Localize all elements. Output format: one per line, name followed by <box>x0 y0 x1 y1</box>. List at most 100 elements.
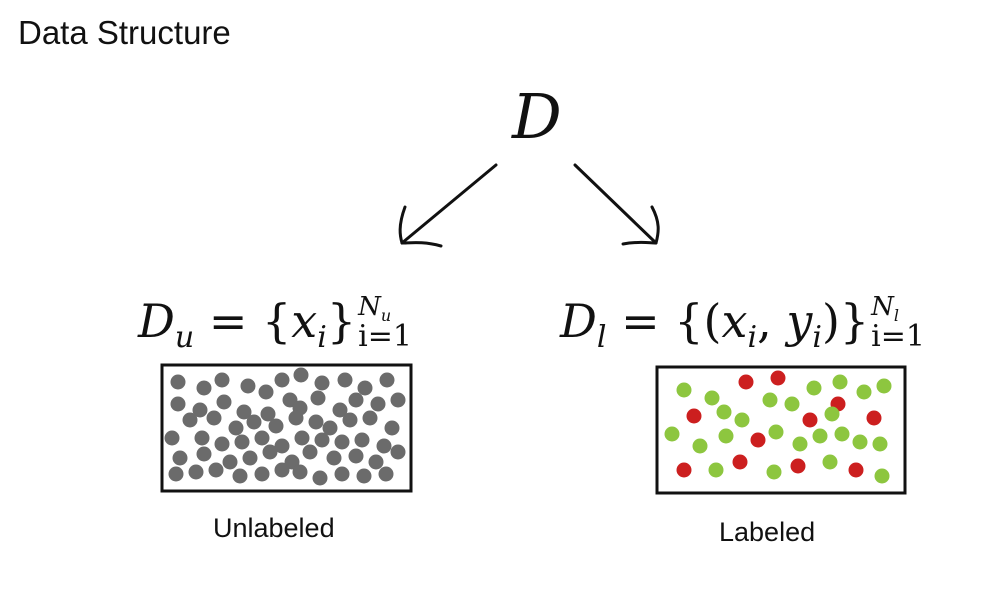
unlabeled-data-point <box>376 438 392 454</box>
labeled-data-point <box>792 436 808 452</box>
unlabeled-data-point <box>288 410 304 426</box>
unlabeled-data-point <box>274 462 290 478</box>
unlabeled-data-point <box>206 410 222 426</box>
unlabeled-data-point <box>168 466 184 482</box>
labeled-data-point <box>762 392 778 408</box>
unlabeled-data-point <box>390 392 406 408</box>
labeled-data-point <box>716 404 732 420</box>
labeled-data-point <box>872 436 888 452</box>
labeled-data-point <box>866 410 882 426</box>
unlabeled-data-point <box>310 390 326 406</box>
unlabeled-data-point <box>268 418 284 434</box>
unlabeled-data-point <box>378 466 394 482</box>
unlabeled-data-point <box>246 414 262 430</box>
unlabeled-data-point <box>214 436 230 452</box>
labeled-caption: Labeled <box>719 517 816 547</box>
unlabeled-data-point <box>368 454 384 470</box>
arrow-right-icon <box>573 163 660 246</box>
unlabeled-data-point <box>188 464 204 480</box>
labeled-data-point <box>824 406 840 422</box>
labeled-data-point <box>874 468 890 484</box>
unlabeled-data-point <box>194 430 210 446</box>
unlabeled-data-point <box>334 434 350 450</box>
unlabeled-data-point <box>292 464 308 480</box>
unlabeled-data-point <box>362 410 378 426</box>
unlabeled-data-point <box>356 468 372 484</box>
unlabeled-data-point <box>170 374 186 390</box>
labeled-data-point <box>790 458 806 474</box>
unlabeled-data-point <box>240 378 256 394</box>
labeled-data-point <box>676 462 692 478</box>
labeled-data-point <box>806 380 822 396</box>
arrow-left-icon <box>398 163 498 248</box>
labeled-data-point <box>664 426 680 442</box>
unlabeled-data-point <box>172 450 188 466</box>
labeled-data-point <box>750 432 766 448</box>
labeled-data-point <box>718 428 734 444</box>
unlabeled-data-point <box>192 402 208 418</box>
labeled-data-point <box>852 434 868 450</box>
unlabeled-data-point <box>337 372 353 388</box>
unlabeled-data-point <box>379 372 395 388</box>
unlabeled-data-point <box>354 432 370 448</box>
unlabeled-formula: Du = {xi} Nu i=1 <box>138 292 412 355</box>
unlabeled-data-point <box>312 470 328 486</box>
unlabeled-data-point <box>370 396 386 412</box>
root-dataset-symbol: D <box>512 80 562 153</box>
labeled-data-point <box>832 374 848 390</box>
labeled-data-point <box>770 370 786 386</box>
unlabeled-data-point <box>164 430 180 446</box>
unlabeled-caption: Unlabeled <box>213 513 335 543</box>
unlabeled-data-point <box>236 404 252 420</box>
labeled-data-point <box>802 412 818 428</box>
unlabeled-data-point <box>258 384 274 400</box>
labeled-data-point <box>876 378 892 394</box>
labeled-data-box <box>655 365 907 495</box>
unlabeled-data-point <box>228 420 244 436</box>
unlabeled-data-point <box>274 372 290 388</box>
labeled-data-point <box>732 454 748 470</box>
unlabeled-data-point <box>196 446 212 462</box>
labeled-data-point <box>686 408 702 424</box>
page-title: Data Structure <box>18 14 231 51</box>
unlabeled-data-point <box>308 414 324 430</box>
unlabeled-data-point <box>170 396 186 412</box>
labeled-dots <box>664 370 892 484</box>
unlabeled-data-point <box>242 450 258 466</box>
unlabeled-data-point <box>284 454 300 470</box>
unlabeled-data-point <box>254 466 270 482</box>
unlabeled-data-point <box>274 438 290 454</box>
unlabeled-data-point <box>182 412 198 428</box>
unlabeled-data-point <box>332 402 348 418</box>
unlabeled-data-point <box>342 412 358 428</box>
unlabeled-data-point <box>196 380 212 396</box>
labeled-formula: Dl = {(xi, yi)} Nl i=1 <box>560 292 925 355</box>
unlabeled-data-point <box>222 454 238 470</box>
labeled-data-point <box>784 396 800 412</box>
labeled-data-point <box>676 382 692 398</box>
unlabeled-data-point <box>293 367 309 383</box>
unlabeled-data-point <box>232 468 248 484</box>
unlabeled-data-point <box>314 375 330 391</box>
unlabeled-data-point <box>348 448 364 464</box>
unlabeled-data-point <box>260 406 276 422</box>
unlabeled-data-point <box>262 444 278 460</box>
unlabeled-data-point <box>322 420 338 436</box>
unlabeled-data-point <box>348 392 364 408</box>
unlabeled-data-point <box>334 466 350 482</box>
labeled-data-point <box>708 462 724 478</box>
unlabeled-data-point <box>302 444 318 460</box>
unlabeled-dots <box>164 367 406 486</box>
labeled-data-point <box>768 424 784 440</box>
labeled-data-point <box>766 464 782 480</box>
labeled-data-point <box>738 374 754 390</box>
labeled-data-point <box>822 454 838 470</box>
unlabeled-data-point <box>326 450 342 466</box>
labeled-data-point <box>848 462 864 478</box>
labeled-data-point <box>812 428 828 444</box>
unlabeled-data-point <box>214 372 230 388</box>
unlabeled-data-point <box>234 434 250 450</box>
labeled-data-point <box>692 438 708 454</box>
labeled-data-point <box>734 412 750 428</box>
